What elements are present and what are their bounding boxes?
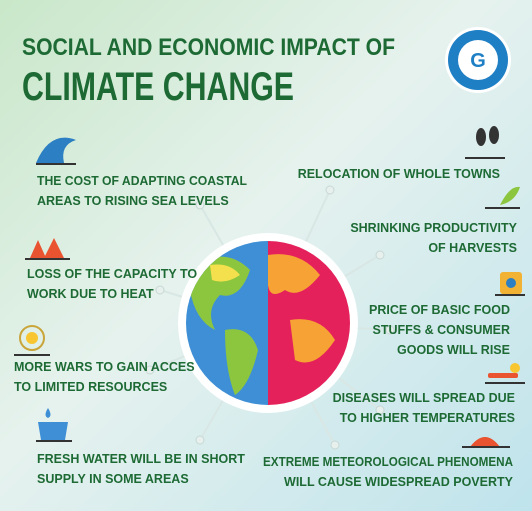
item-text: TO LIMITED RESOURCES [14,380,167,394]
item-text: MORE WARS TO GAIN ACCES [14,360,195,374]
item-text: DISEASES WILL SPREAD DUE [333,391,515,405]
svg-text:G: G [470,50,486,72]
item-text: FRESH WATER WILL BE IN SHORT [37,452,245,466]
item-text: STUFFS & CONSUMER [373,323,511,337]
logo: G [445,27,511,93]
item-text: WORK DUE TO HEAT [27,287,154,301]
item-text: LOSS OF THE CAPACITY TO [27,267,197,281]
item-text: PRICE OF BASIC FOOD [369,303,510,317]
title-line2: CLIMATE CHANGE [22,65,294,109]
title-line1: SOCIAL AND ECONOMIC IMPACT OF [22,34,395,61]
item-text: WILL CAUSE WIDESPREAD POVERTY [284,475,514,489]
item-text: TO HIGHER TEMPERATURES [340,411,515,425]
item-text: AREAS TO RISING SEA LEVELS [37,194,229,208]
globe [186,241,350,405]
item-text: OF HARVESTS [428,241,517,255]
item-text: THE COST OF ADAPTING COASTAL [37,174,247,188]
item-text: GOODS WILL RISE [397,343,510,357]
icons [14,126,525,448]
item-text: SHRINKING PRODUCTIVITY [350,221,517,235]
item-text: RELOCATION OF WHOLE TOWNS [298,167,500,181]
item-text: EXTREME METEOROLOGICAL PHENOMENA [263,455,513,469]
item-text: SUPPLY IN SOME AREAS [37,472,189,486]
